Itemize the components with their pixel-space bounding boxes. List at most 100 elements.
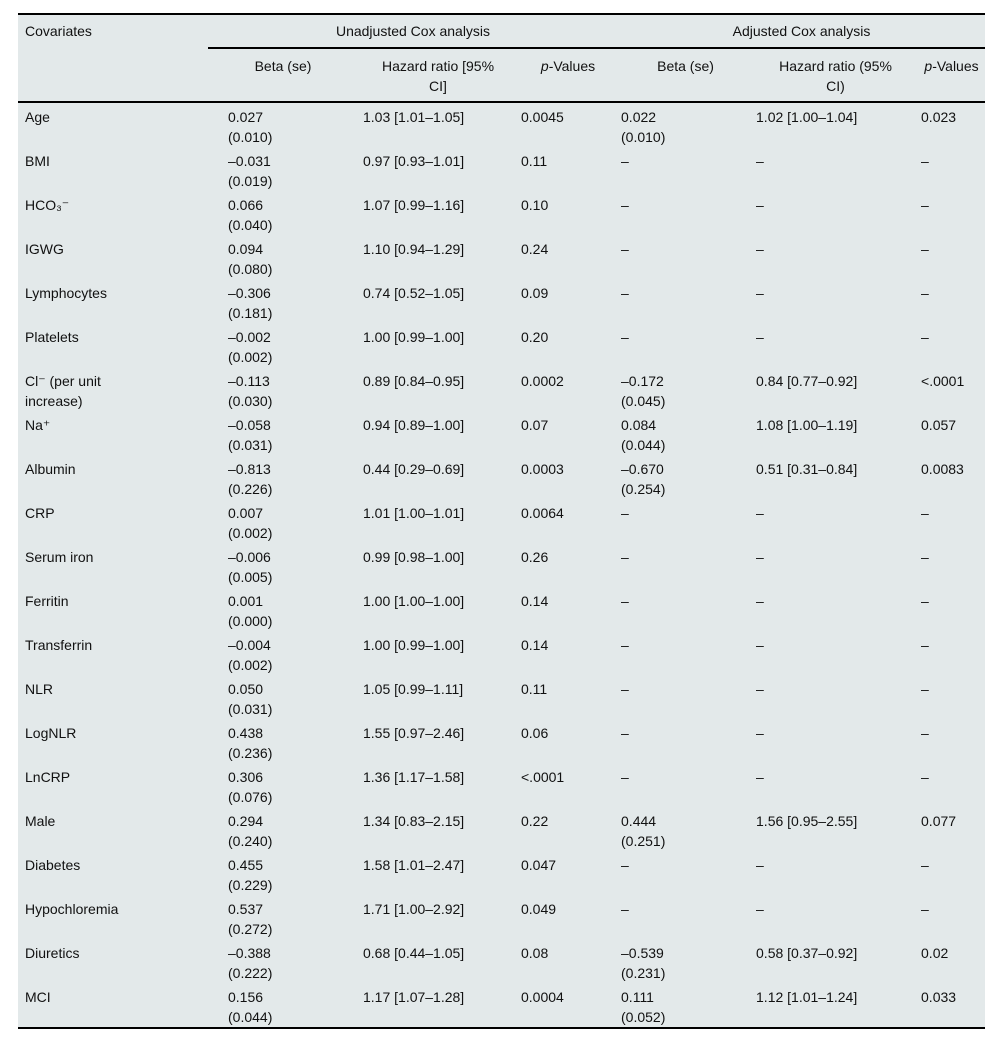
adjusted-beta-cell: – (621, 593, 629, 609)
unadjusted-beta-cell: –0.113 (0.030) (228, 373, 273, 409)
unadjusted-hazard-ratio-cell: 0.94 [0.89–1.00] (363, 417, 465, 433)
adjusted-beta-cell: – (621, 505, 629, 521)
adjusted-p-value-cell: 0.0083 (921, 461, 964, 477)
table-row: NLR 0.050 (0.031) 1.05 [0.99–1.11] 0.11 – – – (18, 675, 985, 719)
covariate-cell: BMI (25, 153, 50, 169)
table-row: LnCRP 0.306 (0.076) 1.36 [1.17–1.58] <.0001 –… (18, 763, 985, 807)
unadjusted-hazard-ratio-cell: 1.17 [1.07–1.28] (363, 989, 465, 1005)
unadjusted-hazard-ratio-cell: 1.36 [1.17–1.58] (363, 769, 465, 785)
cox-analysis-table: Covariates Unadjusted Cox analysis Adjus… (18, 13, 986, 1029)
unadjusted-beta-cell: 0.455 (0.229) (228, 857, 273, 893)
adjusted-hazard-ratio-cell: – (756, 285, 764, 301)
header-label: Beta (se) (657, 58, 714, 74)
unadjusted-hazard-ratio-cell: 0.68 [0.44–1.05] (363, 945, 465, 961)
adjusted-beta-cell: – (621, 153, 629, 169)
table-row: IGWG 0.094 (0.080) 1.10 [0.94–1.29] 0.24 – – – (18, 235, 985, 279)
covariate-cell: Cl⁻ (per unit increase) (25, 373, 101, 409)
adjusted-p-value-cell: – (921, 901, 929, 917)
sub-header-row: Beta (se) Hazard ratio [95% CI] p-Values… (18, 48, 985, 102)
table-row: Diuretics –0.388 (0.222) 0.68 [0.44–1.05] 0.… (18, 939, 985, 983)
adjusted-p-value-cell: 0.033 (921, 989, 957, 1005)
covariate-cell: Ferritin (25, 593, 69, 609)
covariate-cell: LnCRP (25, 769, 71, 785)
unadjusted-hazard-ratio-cell: 0.89 [0.84–0.95] (363, 373, 465, 389)
unadjusted-beta-cell: 0.066 (0.040) (228, 197, 273, 233)
adjusted-beta-cell: – (621, 549, 629, 565)
adjusted-beta-cell: – (621, 769, 629, 785)
unadjusted-beta-cell: 0.306 (0.076) (228, 769, 273, 805)
unadjusted-beta-cell: 0.156 (0.044) (228, 989, 273, 1025)
unadjusted-hazard-ratio-cell: 1.03 [1.01–1.05] (363, 109, 465, 125)
adjusted-hazard-ratio-cell: 0.51 [0.31–0.84] (756, 461, 858, 477)
unadjusted-beta-cell: –0.002 (0.002) (228, 329, 273, 365)
table-row: Platelets –0.002 (0.002) 1.00 [0.99–1.00] 0.… (18, 323, 985, 367)
unadjusted-p-value-cell: 0.0002 (521, 373, 564, 389)
adjusted-hazard-ratio-cell: 1.08 [1.00–1.19] (756, 417, 858, 433)
header-label: Beta (se) (254, 58, 312, 74)
adjusted-hazard-ratio-cell: – (756, 857, 764, 873)
adjusted-p-value-cell: – (921, 329, 929, 345)
covariates-column-header: Covariates (25, 23, 92, 39)
unadjusted-hazard-ratio-cell: 1.71 [1.00–2.92] (363, 901, 465, 917)
unadjusted-beta-cell: –0.058 (0.031) (228, 417, 273, 453)
covariate-cell: Albumin (25, 461, 76, 477)
adjusted-group-header: Adjusted Cox analysis (618, 14, 986, 49)
unadjusted-p-value-cell: 0.14 (521, 637, 549, 653)
unadjusted-beta-cell: –0.306 (0.181) (228, 285, 273, 321)
covariate-cell: Diabetes (25, 857, 81, 873)
unadjusted-hazard-ratio-cell: 0.44 [0.29–0.69] (363, 461, 465, 477)
adjusted-beta-cell: 0.444 (0.251) (621, 813, 666, 849)
unadjusted-p-value-cell: 0.047 (521, 857, 557, 873)
adjusted-beta-cell: – (621, 241, 629, 257)
covariate-cell: Na⁺ (25, 417, 51, 433)
adjusted-beta-cell: – (621, 197, 629, 213)
adjusted-p-value-cell: 0.057 (921, 417, 957, 433)
adjusted-p-value-cell: – (921, 285, 929, 301)
table-row: Male 0.294 (0.240) 1.34 [0.83–2.15] 0.22 0.44… (18, 807, 985, 851)
covariate-cell: Diuretics (25, 945, 80, 961)
adjusted-beta-cell: – (621, 725, 629, 741)
covariate-cell: Age (25, 109, 50, 125)
adjusted-hazard-ratio-cell: – (756, 505, 764, 521)
header-label: p-Values (540, 58, 596, 74)
adjusted-hazard-ratio-cell: – (756, 637, 764, 653)
unadjusted-p-value-cell: 0.11 (521, 681, 548, 697)
adjusted-p-value-cell: 0.023 (921, 109, 957, 125)
unadjusted-hazard-ratio-cell: 1.07 [0.99–1.16] (363, 197, 465, 213)
adjusted-beta-cell: –0.670 (0.254) (621, 461, 666, 497)
adjusted-p-value-cell: 0.02 (921, 945, 949, 961)
unadjusted-p-value-cell: 0.049 (521, 901, 557, 917)
cox-analysis-table-wrapper: Covariates Unadjusted Cox analysis Adjus… (18, 13, 986, 1029)
unadjusted-p-value-cell: 0.07 (521, 417, 549, 433)
adjusted-beta-cell: – (621, 857, 629, 873)
unadjusted-hazard-ratio-cell: 1.34 [0.83–2.15] (363, 813, 465, 829)
adjusted-p-value-cell: – (921, 725, 929, 741)
adjusted-hazard-ratio-cell: – (756, 725, 764, 741)
adjusted-beta-cell: 0.022 (0.010) (621, 109, 666, 145)
unadjusted-beta-header: Beta (se) (208, 48, 358, 102)
unadjusted-beta-cell: 0.438 (0.236) (228, 725, 273, 761)
table-body: Age 0.027 (0.010) 1.03 [1.01–1.05] 0.0045 0.0… (18, 102, 985, 1028)
covariate-cell: Serum iron (25, 549, 94, 565)
unadjusted-p-value-cell: 0.14 (521, 593, 549, 609)
unadjusted-hazard-ratio-cell: 0.99 [0.98–1.00] (363, 549, 465, 565)
adjusted-hazard-ratio-cell: 1.12 [1.01–1.24] (756, 989, 858, 1005)
unadjusted-beta-cell: –0.388 (0.222) (228, 945, 273, 981)
adjusted-hazard-ratio-cell: – (756, 329, 764, 345)
adjusted-p-value-cell: – (921, 197, 929, 213)
adjusted-hazard-ratio-cell: 0.84 [0.77–0.92] (756, 373, 858, 389)
unadjusted-p-value-cell: <.0001 (521, 769, 565, 785)
unadjusted-hazard-ratio-header: Hazard ratio [95% CI] (358, 48, 518, 102)
unadjusted-hazard-ratio-cell: 1.55 [0.97–2.46] (363, 725, 465, 741)
unadjusted-p-value-cell: 0.06 (521, 725, 549, 741)
adjusted-hazard-ratio-cell: 0.58 [0.37–0.92] (756, 945, 858, 961)
unadjusted-p-value-cell: 0.26 (521, 549, 549, 565)
header-label: Hazard ratio [95% CI] (381, 58, 495, 94)
unadjusted-p-value-cell: 0.11 (521, 153, 548, 169)
adjusted-p-value-cell: – (921, 241, 929, 257)
adjusted-beta-cell: – (621, 329, 629, 345)
adjusted-hazard-ratio-cell: – (756, 593, 764, 609)
unadjusted-p-value-cell: 0.0003 (521, 461, 564, 477)
unadjusted-group-header: Unadjusted Cox analysis (208, 14, 619, 49)
adjusted-beta-header: Beta (se) (618, 48, 753, 102)
